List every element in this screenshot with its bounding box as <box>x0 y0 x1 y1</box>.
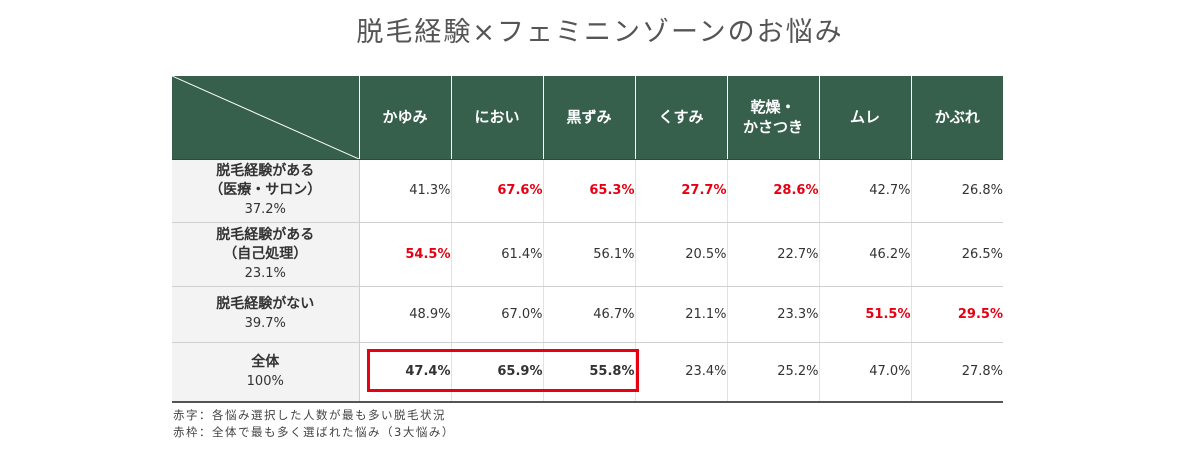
row-header: 脱毛経験がない 39.7% <box>172 286 360 343</box>
row-label: 脱毛経験がない <box>216 296 315 312</box>
column-header: におい <box>450 76 543 160</box>
note-red-text: 赤字：各悩み選択した人数が最も多い脱毛状況 <box>173 408 446 422</box>
row-share: 23.1% <box>244 265 286 281</box>
table-cell: 48.9% <box>358 286 451 343</box>
table-cell: 27.7% <box>634 159 727 223</box>
table-cell: 29.5% <box>910 286 1003 343</box>
table-cell: 22.7% <box>726 222 819 287</box>
row-header: 脱毛経験がある （自己処理） 23.1% <box>172 222 360 287</box>
table-cell: 47.4% <box>358 342 451 403</box>
table-row: 脱毛経験がある （医療・サロン） 37.2% 41.3% 67.6% 65.3% 27.7%… <box>172 159 1003 223</box>
table-cell: 27.8% <box>910 342 1003 403</box>
table-cell: 55.8% <box>542 342 635 403</box>
table-cell: 26.8% <box>910 159 1003 223</box>
row-share: 100% <box>246 373 284 389</box>
comparison-table: かゆみ におい 黒ずみ くすみ 乾燥・ かさつき ムレ かぶれ 脱毛経験がある （医… <box>172 76 1003 403</box>
table-cell: 61.4% <box>450 222 543 287</box>
top-three-highlight-frame <box>367 349 639 392</box>
table-cell: 65.3% <box>542 159 635 223</box>
row-share: 39.7% <box>244 316 286 331</box>
column-header: くすみ <box>634 76 727 160</box>
column-header: 黒ずみ <box>542 76 635 160</box>
column-header: 乾燥・ かさつき <box>726 76 819 160</box>
row-header: 脱毛経験がある （医療・サロン） 37.2% <box>172 159 360 223</box>
table-cell: 23.3% <box>726 286 819 343</box>
table-cell: 65.9% <box>450 342 543 403</box>
row-header: 全体 100% <box>172 342 360 403</box>
corner-cell <box>172 76 359 160</box>
diagonal-divider <box>172 76 359 159</box>
row-label: 脱毛経験がある （医療・サロン） <box>209 163 322 198</box>
column-header: かぶれ <box>910 76 1003 160</box>
table-cell: 41.3% <box>358 159 451 223</box>
table-cell: 67.6% <box>450 159 543 223</box>
table-cell: 47.0% <box>818 342 911 403</box>
table-cell: 25.2% <box>726 342 819 403</box>
table-row: 脱毛経験がない 39.7% 48.9% 67.0% 46.7% 21.1% 23.3% 51.… <box>172 286 1003 343</box>
table-cell: 46.7% <box>542 286 635 343</box>
table-cell: 67.0% <box>450 286 543 343</box>
table-cell: 23.4% <box>634 342 727 403</box>
table-cell: 46.2% <box>818 222 911 287</box>
page-title: 脱毛経験×フェミニンゾーンのお悩み <box>356 17 844 48</box>
table-cell: 28.6% <box>726 159 819 223</box>
table-cell: 56.1% <box>542 222 635 287</box>
table-row: 脱毛経験がある （自己処理） 23.1% 54.5% 61.4% 56.1% 20.5% 22… <box>172 222 1003 287</box>
table-cell: 51.5% <box>818 286 911 343</box>
table-row: 全体 100% 47.4% 65.9% 55.8% 23.4% 25.2% 47.0% 27.8… <box>172 342 1003 403</box>
column-header: かゆみ <box>358 76 451 160</box>
column-header: ムレ <box>818 76 911 160</box>
row-label: 脱毛経験がある （自己処理） <box>216 226 315 262</box>
table-cell: 20.5% <box>634 222 727 287</box>
header-row: かゆみ におい 黒ずみ くすみ 乾燥・ かさつき ムレ かぶれ <box>172 76 1003 160</box>
table-cell: 42.7% <box>818 159 911 223</box>
row-share: 37.2% <box>244 202 286 217</box>
table-cell: 21.1% <box>634 286 727 343</box>
table-cell: 26.5% <box>910 222 1003 287</box>
note-red-frame: 赤枠：全体で最も多く選ばれた悩み（3大悩み） <box>173 425 455 439</box>
table-cell: 54.5% <box>358 222 451 287</box>
row-label: 全体 <box>251 353 280 370</box>
